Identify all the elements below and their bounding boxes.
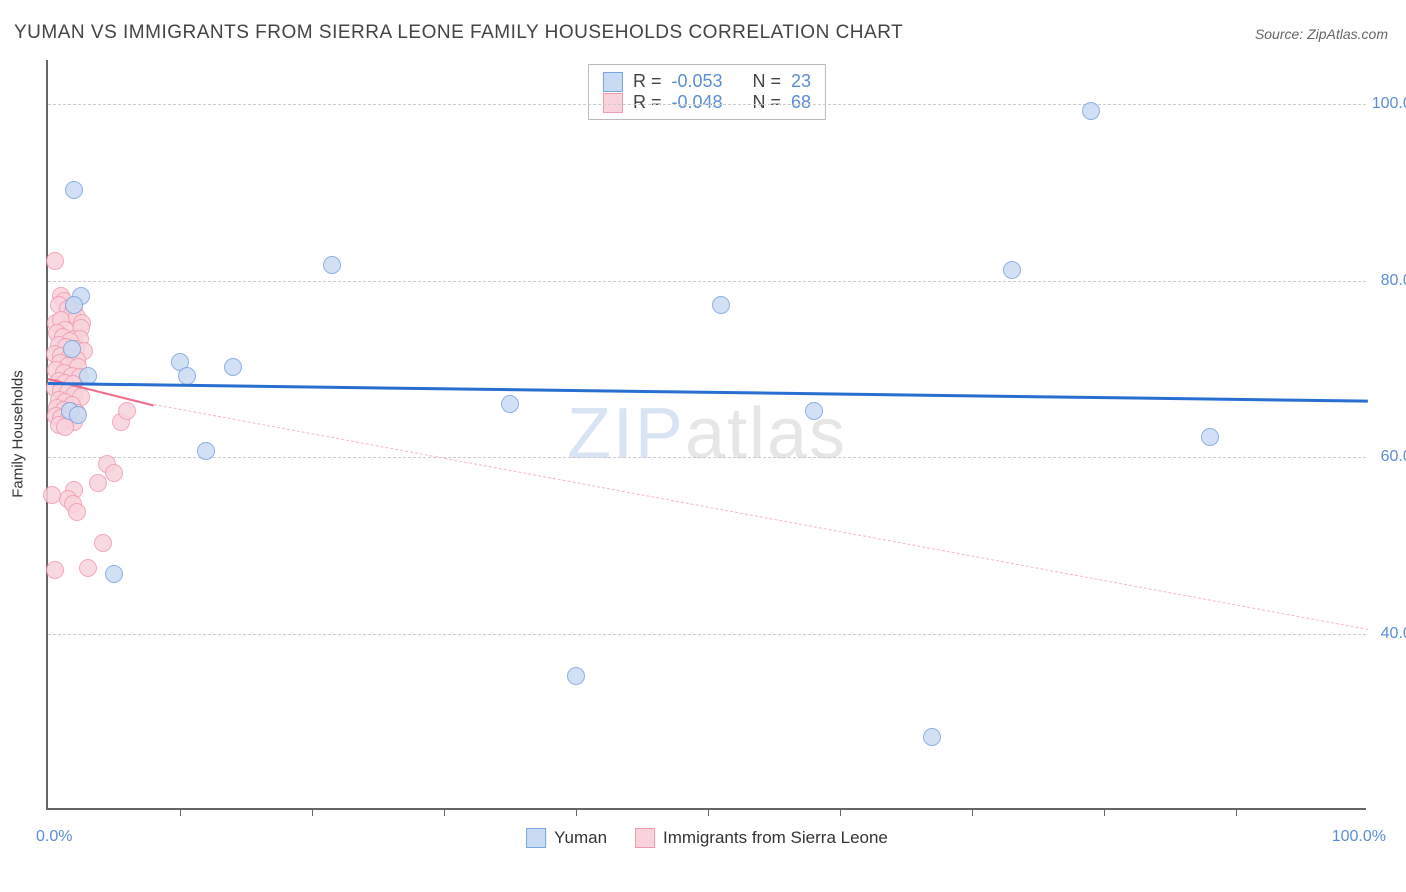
legend-label-sierra: Immigrants from Sierra Leone [663, 828, 888, 848]
x-max-label: 100.0% [1332, 828, 1386, 846]
scatter-chart: ZIPatlas Family Households R = -0.053 N … [46, 60, 1366, 810]
data-point-sierra_leone [94, 534, 112, 552]
trend-line [48, 382, 1368, 403]
x-tick [444, 808, 445, 816]
n-value-sierra: 68 [791, 92, 811, 113]
n-value-yuman: 23 [791, 71, 811, 92]
gridline [48, 457, 1366, 458]
swatch-yuman [603, 72, 623, 92]
data-point-yuman [1003, 261, 1021, 279]
swatch-yuman [526, 828, 546, 848]
data-point-sierra_leone [43, 486, 61, 504]
data-point-sierra_leone [46, 561, 64, 579]
x-tick [180, 808, 181, 816]
bottom-legend: Yuman Immigrants from Sierra Leone [526, 828, 888, 848]
r-value-sierra: -0.048 [671, 92, 722, 113]
legend-label-yuman: Yuman [554, 828, 607, 848]
data-point-sierra_leone [118, 402, 136, 420]
watermark-zip: ZIP [567, 394, 685, 474]
data-point-yuman [923, 728, 941, 746]
trend-line [154, 404, 1369, 630]
data-point-yuman [1082, 102, 1100, 120]
x-tick [312, 808, 313, 816]
x-min-label: 0.0% [36, 828, 72, 846]
stats-box: R = -0.053 N = 23 R = -0.048 N = 68 [588, 64, 826, 120]
data-point-yuman [197, 442, 215, 460]
data-point-yuman [69, 406, 87, 424]
gridline [48, 281, 1366, 282]
data-point-sierra_leone [68, 503, 86, 521]
r-value-yuman: -0.053 [671, 71, 722, 92]
x-tick [576, 808, 577, 816]
y-tick-label: 40.0% [1381, 625, 1406, 643]
data-point-yuman [178, 367, 196, 385]
r-label: R = [633, 92, 662, 113]
data-point-sierra_leone [46, 252, 64, 270]
gridline [48, 104, 1366, 105]
data-point-yuman [805, 402, 823, 420]
data-point-sierra_leone [89, 474, 107, 492]
data-point-yuman [224, 358, 242, 376]
data-point-yuman [105, 565, 123, 583]
watermark-atlas: atlas [685, 394, 847, 474]
data-point-yuman [65, 181, 83, 199]
data-point-yuman [567, 667, 585, 685]
data-point-yuman [712, 296, 730, 314]
n-label: N = [753, 71, 782, 92]
x-tick [840, 808, 841, 816]
source-label: Source: ZipAtlas.com [1255, 26, 1388, 42]
swatch-sierra [635, 828, 655, 848]
data-point-sierra_leone [79, 559, 97, 577]
data-point-yuman [501, 395, 519, 413]
data-point-yuman [65, 296, 83, 314]
data-point-yuman [323, 256, 341, 274]
data-point-yuman [1201, 428, 1219, 446]
x-tick [1104, 808, 1105, 816]
gridline [48, 634, 1366, 635]
data-point-yuman [63, 340, 81, 358]
x-tick [1236, 808, 1237, 816]
n-label: N = [753, 92, 782, 113]
swatch-sierra [603, 93, 623, 113]
r-label: R = [633, 71, 662, 92]
y-tick-label: 100.0% [1372, 95, 1406, 113]
y-axis-title: Family Households [10, 370, 27, 498]
y-tick-label: 60.0% [1381, 448, 1406, 466]
legend-item-yuman: Yuman [526, 828, 607, 848]
stats-row-sierra: R = -0.048 N = 68 [603, 92, 811, 113]
x-tick [708, 808, 709, 816]
data-point-sierra_leone [105, 464, 123, 482]
chart-title: YUMAN VS IMMIGRANTS FROM SIERRA LEONE FA… [14, 22, 903, 44]
y-tick-label: 80.0% [1381, 272, 1406, 290]
stats-row-yuman: R = -0.053 N = 23 [603, 71, 811, 92]
legend-item-sierra: Immigrants from Sierra Leone [635, 828, 888, 848]
x-tick [972, 808, 973, 816]
